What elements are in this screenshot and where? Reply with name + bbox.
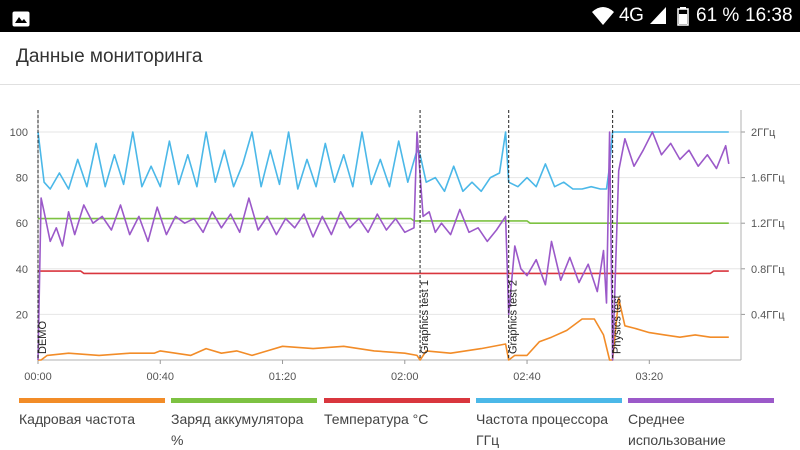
- test-marker-label: Physics test: [612, 295, 624, 354]
- legend-item-battery: Заряд аккумулятора %: [171, 398, 317, 450]
- legend-label: Кадровая частота: [19, 411, 136, 427]
- page-title: Данные мониторинга: [16, 46, 203, 67]
- y-right-tick-label: 1.2ГГц: [751, 218, 785, 230]
- y-left-tick-label: 40: [16, 264, 28, 276]
- test-marker-label: DEMO: [37, 321, 49, 354]
- legend-item-avg-usage: Среднее использование: [628, 398, 774, 450]
- legend-label: Среднее использование: [628, 411, 726, 448]
- series-line-3: [37, 131, 729, 193]
- battery-percent: 61 %: [696, 5, 740, 26]
- chart-legend: Кадровая частота Заряд аккумулятора % Те…: [0, 398, 800, 450]
- legend-label: Частота процессора ГГц: [476, 411, 609, 448]
- y-right-tick-label: 0.8ГГц: [751, 264, 785, 276]
- app-header: Данные мониторинга: [0, 32, 800, 85]
- test-marker-label: Graphics test 2: [508, 280, 520, 354]
- legend-swatch: [171, 398, 317, 403]
- series-line-4: [37, 131, 730, 361]
- y-right-tick-label: 2ГГц: [751, 127, 776, 139]
- legend-label: Заряд аккумулятора %: [171, 411, 304, 448]
- x-tick-label: 01:20: [269, 371, 297, 383]
- x-tick-label: 03:20: [636, 371, 664, 383]
- y-left-tick-label: 100: [10, 127, 28, 139]
- legend-label: Температура °C: [324, 411, 429, 427]
- legend-swatch: [324, 398, 470, 403]
- y-right-tick-label: 1.6ГГц: [751, 173, 785, 185]
- status-bar: 4G 61 % 16:38: [0, 0, 800, 32]
- x-tick-label: 00:40: [146, 371, 174, 383]
- legend-swatch: [19, 398, 165, 403]
- monitoring-chart: 20 40 60 80 100 0.4ГГц 0.8ГГц 1.2ГГц 1.6ГГц 2ГГц 0…: [10, 110, 785, 383]
- test-marker-label: Graphics test 1: [419, 280, 431, 354]
- gallery-icon: [12, 7, 30, 27]
- legend-swatch: [628, 398, 774, 403]
- x-tick-label: 02:40: [513, 371, 541, 383]
- network-type: 4G: [619, 5, 644, 26]
- clock: 16:38: [745, 5, 793, 26]
- x-tick-label: 02:00: [391, 371, 419, 383]
- signal-icon: [648, 0, 668, 32]
- x-tick-label: 00:00: [24, 371, 52, 383]
- series-line-0: [38, 297, 729, 361]
- legend-item-cpu-frequency: Частота процессора ГГц: [476, 398, 622, 450]
- legend-item-temperature: Температура °C: [324, 398, 470, 430]
- y-left-tick-label: 20: [16, 309, 28, 321]
- wifi-icon: [591, 0, 615, 32]
- series-line-2: [38, 270, 729, 275]
- y-left-tick-label: 80: [16, 173, 28, 185]
- battery-icon: [676, 0, 690, 32]
- legend-item-framerate: Кадровая частота: [19, 398, 165, 430]
- legend-swatch: [476, 398, 622, 403]
- y-left-tick-label: 60: [16, 218, 28, 230]
- y-right-tick-label: 0.4ГГц: [751, 309, 785, 321]
- series-line-1: [38, 217, 729, 224]
